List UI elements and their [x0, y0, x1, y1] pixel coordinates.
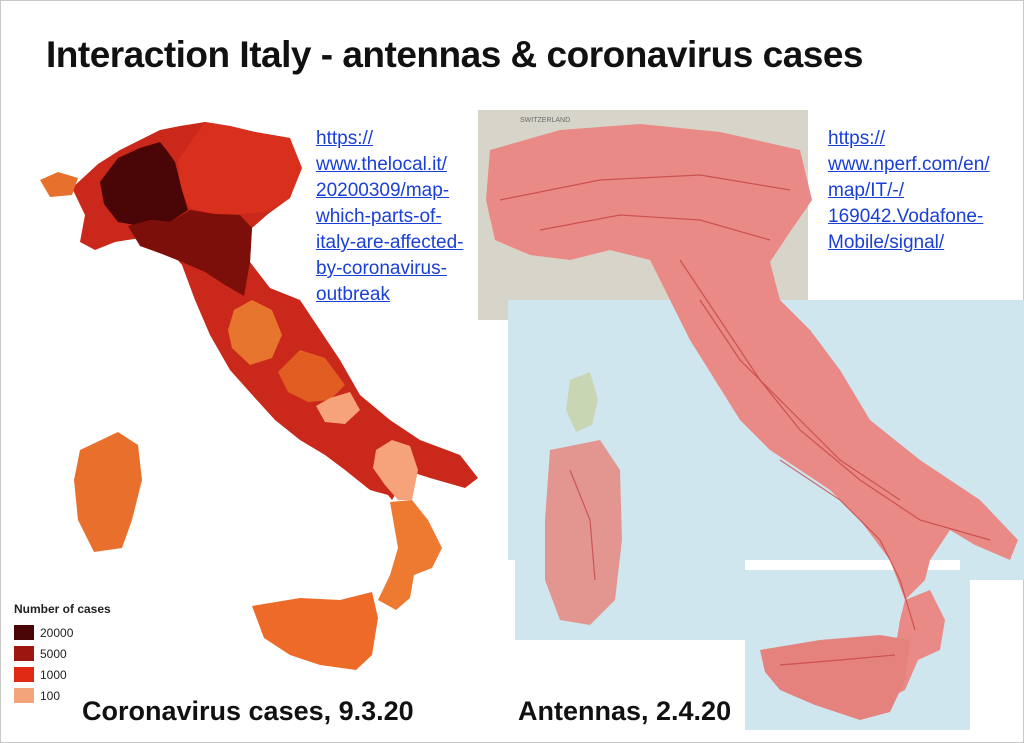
map-region-northeast [178, 122, 302, 214]
link-line: outbreak [316, 284, 390, 305]
antenna-signal-lines [499, 174, 991, 666]
nperf-source-link[interactable]: https:// www.nperf.com/en/ map/IT/-/ 169… [828, 126, 990, 256]
link-line: 169042.Vodafone- [828, 206, 984, 227]
link-line: https:// [316, 128, 374, 149]
antenna-land-sicily [760, 635, 910, 720]
map-region-emilia [128, 210, 252, 296]
link-line: https:// [828, 128, 886, 149]
link-line: by-coronavirus- [316, 258, 447, 279]
antenna-land-mainland [486, 124, 1018, 600]
map-label-switzerland: SWITZERLAND [520, 117, 570, 124]
map-region-calabria [378, 500, 442, 610]
map-region-lombardy [100, 142, 188, 225]
link-line: 20200309/map- [316, 180, 450, 201]
legend-item: 5000 [14, 643, 134, 664]
legend-label: 1000 [40, 667, 67, 682]
map-region-sardinia [74, 432, 142, 552]
map-legend: Number of cases 20000 5000 1000 100 [14, 602, 134, 706]
map-region-basilicata [373, 440, 418, 500]
link-line: which-parts-of- [316, 206, 442, 227]
map-region-aosta [40, 172, 78, 197]
legend-swatch [14, 625, 34, 640]
legend-label: 100 [40, 688, 61, 703]
slide-title: Interaction Italy - antennas & coronavir… [46, 34, 864, 75]
link-line: www.thelocal.it/ [316, 154, 447, 175]
legend-item: 100 [14, 685, 134, 706]
legend-label: 20000 [40, 625, 74, 640]
legend-item: 20000 [14, 622, 134, 643]
legend-label: 5000 [40, 646, 67, 661]
map-region-abruzzo [278, 350, 345, 402]
legend-title: Number of cases [14, 602, 111, 616]
antenna-land-corsica [566, 372, 598, 432]
thelocal-source-link[interactable]: https:// www.thelocal.it/ 20200309/map- … [316, 126, 464, 308]
caption-coronavirus: Coronavirus cases, 9.3.20 [82, 696, 414, 726]
legend-item: 1000 [14, 664, 134, 685]
legend-swatch [14, 688, 34, 703]
link-line: Mobile/signal/ [828, 232, 945, 253]
map-region-umbria [228, 300, 282, 365]
link-line: italy-are-affected- [316, 232, 464, 253]
map-region-molise [316, 392, 360, 424]
link-line: www.nperf.com/en/ [828, 154, 990, 175]
legend-swatch [14, 646, 34, 661]
legend-swatch [14, 667, 34, 682]
caption-antennas: Antennas, 2.4.20 [518, 696, 732, 726]
link-line: map/IT/-/ [828, 180, 905, 201]
antenna-land-sardinia [545, 440, 622, 625]
map-region-sicily [252, 592, 378, 670]
